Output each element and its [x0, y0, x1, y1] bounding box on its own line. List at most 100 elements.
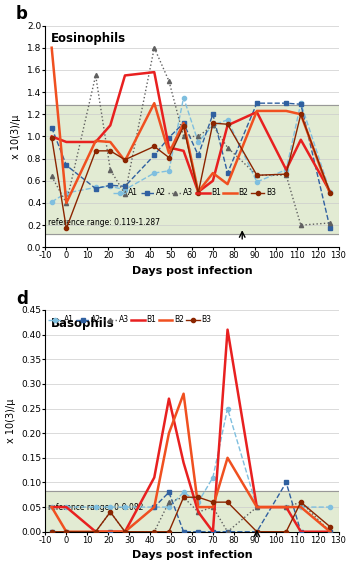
X-axis label: Days post infection: Days post infection — [132, 266, 252, 276]
A1 — [255, 504, 259, 511]
A2 — [167, 134, 171, 141]
B3 — [123, 156, 127, 163]
A3 — [64, 200, 68, 207]
A1 — [123, 186, 127, 193]
B2 — [211, 170, 215, 177]
A3 — [255, 504, 259, 511]
A3 — [50, 173, 54, 180]
A1 — [182, 489, 186, 496]
B3 — [152, 528, 156, 535]
B1 — [108, 122, 112, 128]
B2 — [328, 191, 332, 198]
A1 — [225, 405, 230, 412]
B3 — [64, 225, 68, 232]
A1 — [211, 122, 215, 128]
B2 — [64, 200, 68, 207]
A3 — [152, 528, 156, 535]
A2 — [299, 528, 303, 535]
B3 — [123, 528, 127, 535]
A2 — [167, 489, 171, 496]
A2 — [225, 528, 230, 535]
A1 — [299, 504, 303, 511]
B3 — [225, 121, 230, 127]
B3 — [255, 528, 259, 535]
A1 — [196, 139, 200, 145]
A2 — [64, 528, 68, 535]
A2 — [108, 182, 112, 188]
A2 — [123, 528, 127, 535]
Text: Basophils: Basophils — [51, 316, 115, 329]
A3 — [64, 528, 68, 535]
B3 — [299, 111, 303, 118]
A3 — [123, 528, 127, 535]
B2 — [50, 504, 54, 511]
B1 — [108, 528, 112, 535]
Text: reference range: 0-0.082: reference range: 0-0.082 — [48, 503, 144, 512]
B1 — [211, 528, 215, 535]
Bar — [45, 491, 339, 531]
A3 — [152, 44, 156, 51]
Text: d: d — [16, 290, 28, 308]
Text: reference range: 0.119-1.287: reference range: 0.119-1.287 — [48, 218, 160, 228]
Y-axis label: x 10(3)/µ: x 10(3)/µ — [6, 398, 15, 443]
B3 — [299, 499, 303, 505]
Bar — [45, 105, 339, 234]
A2 — [328, 528, 332, 535]
B1 — [284, 166, 288, 173]
B2 — [64, 528, 68, 535]
A1 — [167, 504, 171, 511]
B3 — [167, 528, 171, 535]
Line: B2: B2 — [52, 394, 330, 531]
B2 — [108, 528, 112, 535]
A2 — [94, 185, 98, 192]
B1 — [64, 504, 68, 511]
B1 — [328, 188, 332, 195]
B3 — [211, 120, 215, 127]
A3 — [196, 509, 200, 516]
B3 — [167, 154, 171, 161]
B3 — [328, 524, 332, 530]
B3 — [182, 494, 186, 500]
B1 — [94, 139, 98, 145]
B3 — [284, 171, 288, 178]
A2 — [64, 162, 68, 169]
B1 — [123, 528, 127, 535]
B2 — [123, 157, 127, 164]
B1 — [167, 144, 171, 151]
B3 — [196, 190, 200, 196]
B2 — [284, 504, 288, 511]
A3 — [284, 504, 288, 511]
B3 — [225, 499, 230, 505]
A1 — [284, 166, 288, 173]
B3 — [255, 172, 259, 179]
B1 — [94, 528, 98, 535]
A3 — [211, 504, 215, 511]
A3 — [94, 72, 98, 79]
A3 — [167, 78, 171, 84]
B2 — [50, 44, 54, 51]
A3 — [299, 499, 303, 505]
B1 — [299, 136, 303, 143]
A2 — [225, 170, 230, 177]
B2 — [328, 528, 332, 535]
A1 — [152, 504, 156, 511]
A1 — [50, 199, 54, 205]
B2 — [255, 108, 259, 114]
A1 — [64, 504, 68, 511]
A1 — [211, 474, 215, 481]
B3 — [94, 528, 98, 535]
B3 — [94, 148, 98, 155]
B1 — [284, 504, 288, 511]
A3 — [196, 133, 200, 140]
A2 — [196, 152, 200, 158]
A3 — [50, 528, 54, 535]
A2 — [152, 504, 156, 511]
A1 — [94, 504, 98, 511]
B1 — [196, 188, 200, 195]
A3 — [284, 172, 288, 179]
B2 — [255, 504, 259, 511]
A3 — [182, 133, 186, 140]
A1 — [50, 504, 54, 511]
B3 — [328, 190, 332, 196]
A1 — [64, 190, 68, 196]
